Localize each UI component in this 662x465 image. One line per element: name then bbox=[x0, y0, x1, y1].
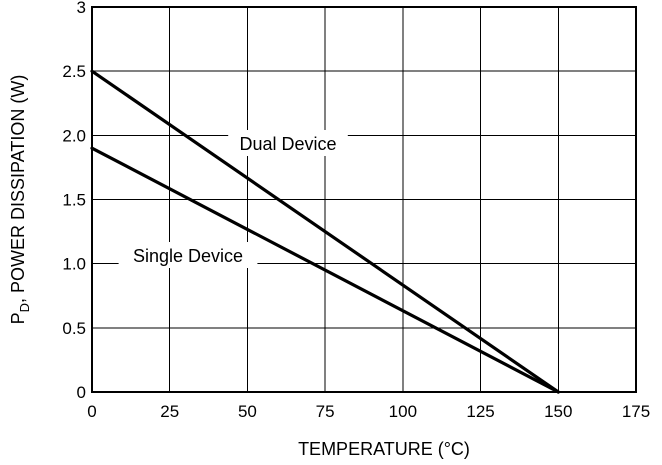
x-tick-label: 175 bbox=[622, 402, 650, 421]
y-tick-label: 1.0 bbox=[62, 255, 86, 274]
y-axis-title: PD, POWER DISSIPATION (W) bbox=[8, 75, 32, 325]
annotation-background bbox=[118, 242, 258, 268]
y-tick-label: 3 bbox=[77, 0, 86, 17]
y-tick-label: 0.5 bbox=[62, 319, 86, 338]
plot-frame bbox=[91, 6, 637, 393]
x-tick-label: 75 bbox=[316, 402, 335, 421]
series-line-dual-device bbox=[90, 69, 560, 394]
x-tick-label: 0 bbox=[87, 402, 96, 421]
x-tick-label: 125 bbox=[466, 402, 494, 421]
y-axis-title-rest: , POWER DISSIPATION (W) bbox=[8, 75, 28, 303]
y-tick-label: 2.5 bbox=[62, 62, 86, 81]
x-tick-label: 50 bbox=[238, 402, 257, 421]
grid bbox=[92, 7, 636, 392]
x-tick-label: 150 bbox=[544, 402, 572, 421]
x-tick-label: 100 bbox=[389, 402, 417, 421]
dual-device-label: Dual Device bbox=[239, 134, 336, 154]
y-axis-title-main: P bbox=[8, 312, 28, 324]
annotation-group: Dual Device Single Device bbox=[118, 130, 348, 268]
x-axis-title: TEMPERATURE (°C) bbox=[298, 439, 470, 459]
y-tick-label: 0 bbox=[77, 383, 86, 402]
annotation-background bbox=[228, 130, 348, 156]
series-group bbox=[90, 69, 560, 394]
y-tick-label: 1.5 bbox=[62, 191, 86, 210]
x-tick-label: 25 bbox=[160, 402, 179, 421]
series-line-single-device bbox=[90, 146, 560, 394]
single-device-label: Single Device bbox=[133, 246, 243, 266]
y-tick-label: 2.0 bbox=[62, 126, 86, 145]
x-tick-labels: 0 25 50 75 100 125 150 175 bbox=[87, 402, 650, 421]
y-tick-labels: 0 0.5 1.0 1.5 2.0 2.5 3 bbox=[62, 0, 86, 402]
y-axis-title-subscript: D bbox=[17, 303, 32, 312]
